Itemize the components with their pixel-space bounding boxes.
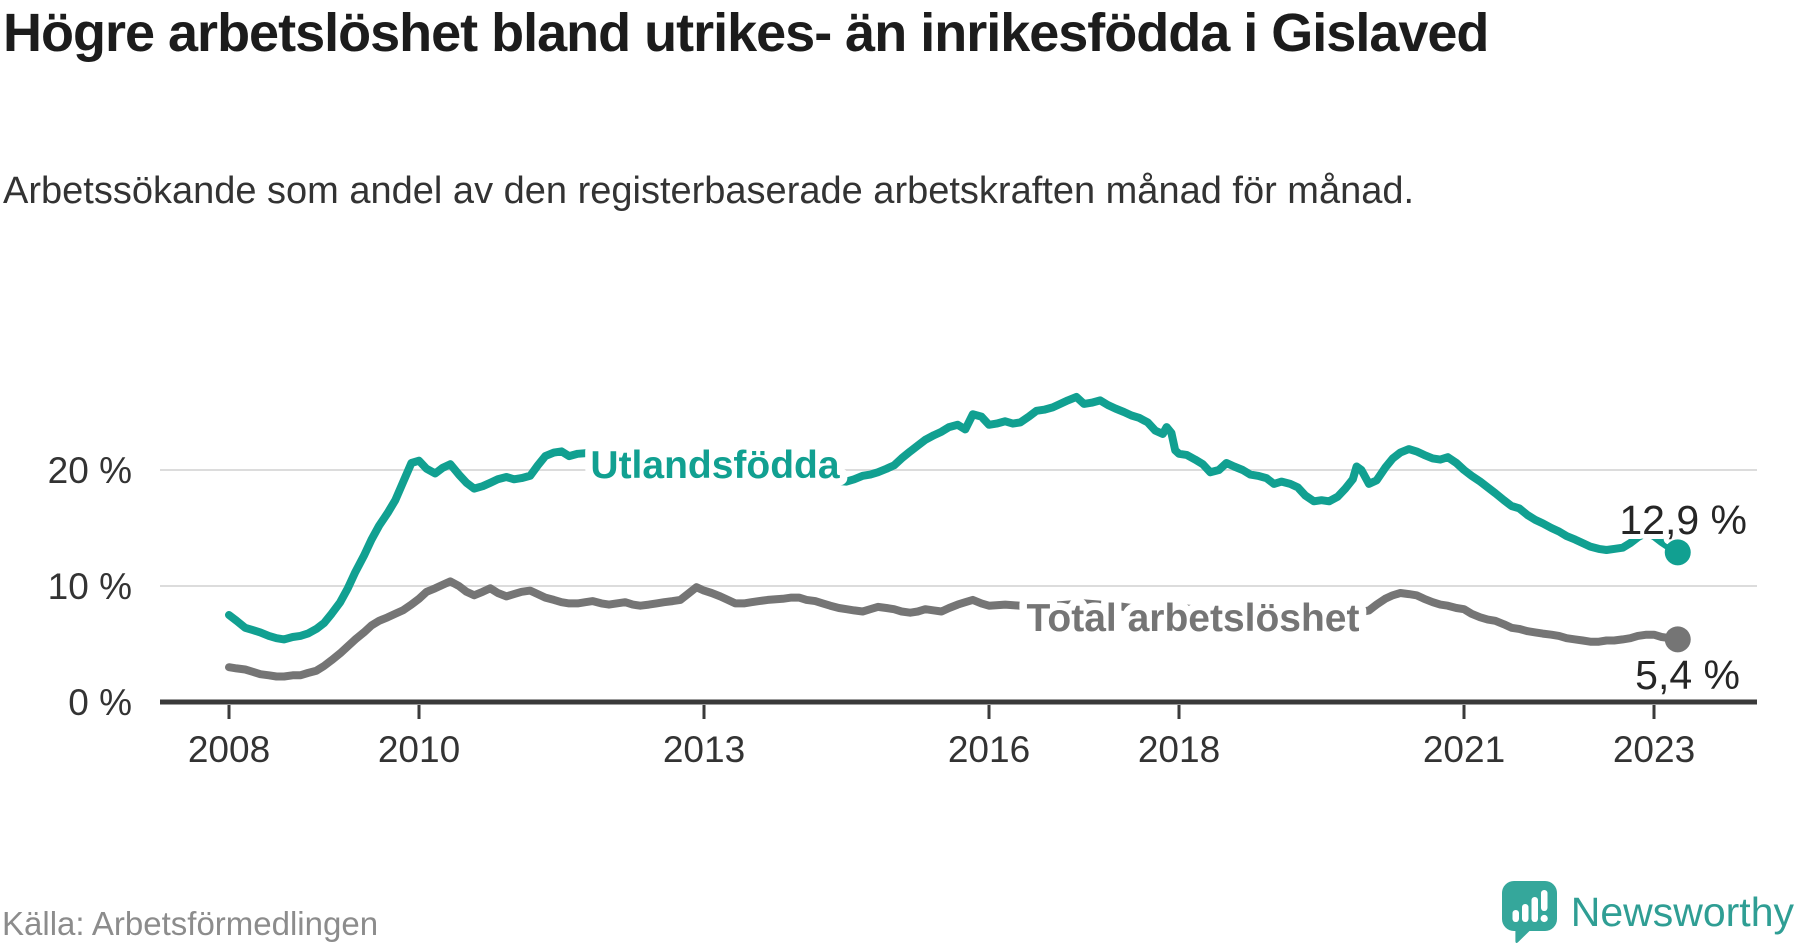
series-line-utlandsfodda (225, 392, 1682, 644)
x-tick-label-2021: 2021 (1423, 729, 1505, 770)
source-attribution: Källa: Arbetsförmedlingen (2, 905, 379, 942)
x-tick-label-2023: 2023 (1613, 729, 1695, 770)
y-tick-label-20: 20 % (48, 450, 132, 491)
y-tick-label-10: 10 % (48, 566, 132, 607)
bar-medium (1521, 904, 1529, 922)
exclamation-dot (1540, 914, 1548, 923)
newsworthy-logo: Newsworthy (1501, 880, 1794, 944)
chart-subtitle: Arbetssökande som andel av den registerb… (3, 170, 1415, 212)
end-value-label-utlandsfodda: 12,9 % (1619, 497, 1747, 543)
speech-bubble-shape (1501, 881, 1557, 944)
x-tick-label-2018: 2018 (1138, 729, 1220, 770)
end-dot-utlandsfodda (1664, 539, 1691, 566)
newsworthy-speech-bubble-icon (1501, 881, 1557, 944)
bar-large (1531, 897, 1538, 922)
series-label-utlandsfodda: Utlandsfödda (590, 444, 839, 487)
exclamation-bar (1540, 890, 1548, 911)
y-tick-label-0: 0 % (68, 682, 132, 723)
x-tick-label-2010: 2010 (378, 729, 460, 770)
x-tick-label-2016: 2016 (948, 729, 1030, 770)
x-tick-label-2013: 2013 (663, 729, 745, 770)
bar-small (1512, 910, 1519, 922)
series-line-total (225, 577, 1682, 681)
x-tick-label-2008: 2008 (188, 729, 270, 770)
page-title: Högre arbetslöshet bland utrikes- än inr… (3, 3, 1489, 63)
brand-wordmark: Newsworthy (1570, 888, 1794, 935)
series-label-total: Total arbetslöshet (1026, 597, 1359, 640)
end-value-label-total: 5,4 % (1635, 652, 1740, 698)
end-dot-total (1664, 626, 1691, 653)
